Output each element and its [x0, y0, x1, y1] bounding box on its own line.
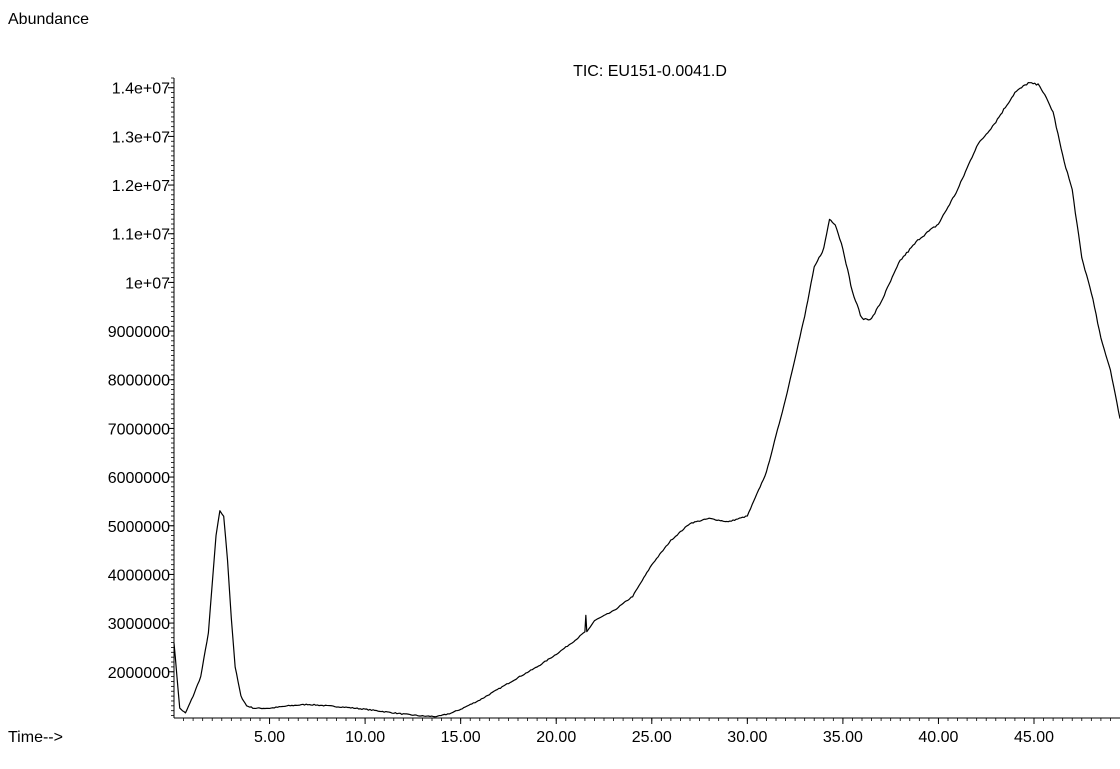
- chart-title: TIC: EU151-0.0041.D: [573, 63, 727, 80]
- y-tick-label: 1.2e+07: [112, 178, 170, 195]
- minor-ticks: [171, 77, 1111, 721]
- y-tick-label: 3000000: [108, 616, 170, 633]
- y-tick-label: 1.4e+07: [112, 81, 170, 98]
- y-tick-label: 5000000: [108, 519, 170, 536]
- x-tick-label: 10.00: [345, 729, 385, 746]
- x-tick-label: 35.00: [823, 729, 863, 746]
- tic-series-line: [173, 82, 1120, 718]
- x-tick-label: 15.00: [441, 729, 481, 746]
- y-tick-label: 7000000: [108, 421, 170, 438]
- x-tick-label: 45.00: [1014, 729, 1054, 746]
- y-tick-label: 1.1e+07: [112, 227, 170, 244]
- x-axis-label: Time-->: [8, 729, 63, 746]
- x-ticks: 5.00 10.00 15.00 20.00 25.00 30.00 35.00 40.00 4…: [254, 718, 1054, 746]
- y-tick-label: 8000000: [108, 373, 170, 390]
- y-tick-label: 4000000: [108, 567, 170, 584]
- y-tick-label: 6000000: [108, 470, 170, 487]
- y-tick-label: 9000000: [108, 324, 170, 341]
- x-tick-label: 30.00: [727, 729, 767, 746]
- x-tick-label: 40.00: [918, 729, 958, 746]
- y-tick-label: 1.3e+07: [112, 129, 170, 146]
- x-tick-label: 5.00: [254, 729, 285, 746]
- x-tick-label: 25.00: [632, 729, 672, 746]
- x-tick-label: 20.00: [536, 729, 576, 746]
- y-axis-label: Abundance: [8, 11, 89, 28]
- y-tick-label: 2000000: [108, 665, 170, 682]
- y-ticks: 2000000 3000000 4000000 5000000 6000000 70000…: [108, 81, 174, 682]
- y-tick-label: 1e+07: [125, 275, 170, 292]
